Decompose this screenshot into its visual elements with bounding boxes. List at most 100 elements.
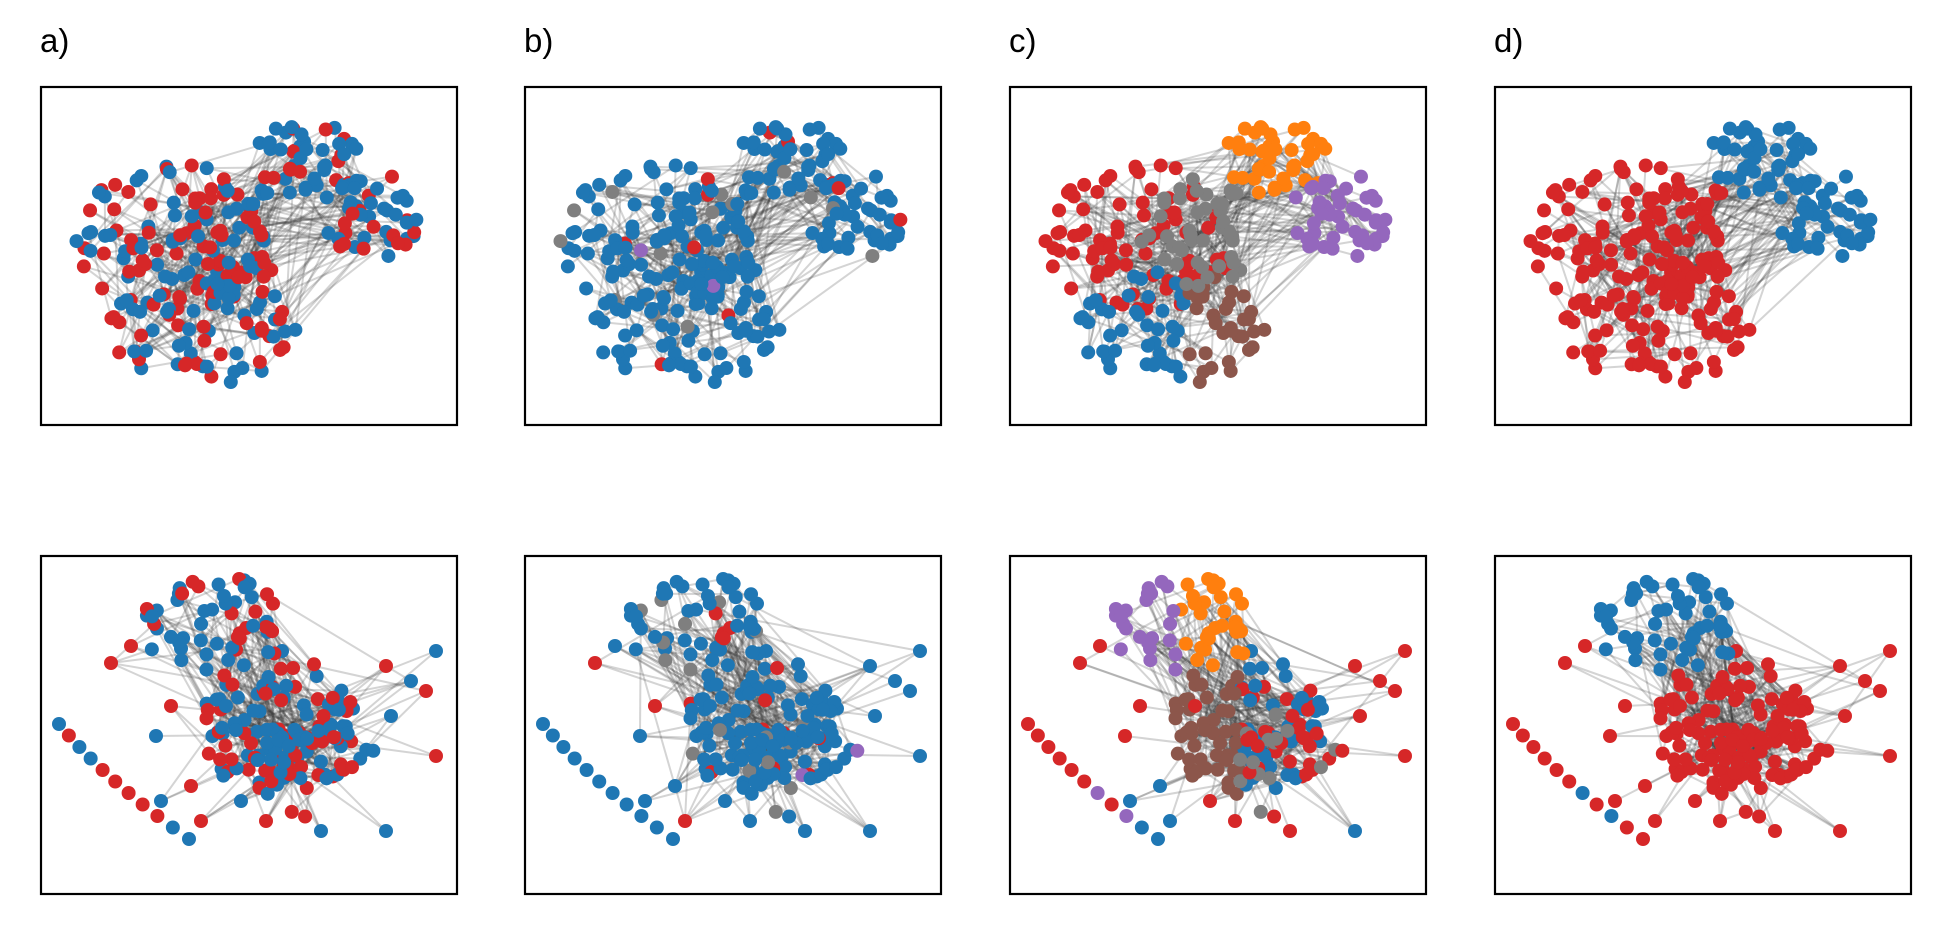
network-node [744, 786, 759, 801]
network-node [1576, 264, 1591, 279]
network-node [149, 243, 164, 258]
network-node [617, 304, 632, 319]
network-node [122, 264, 137, 279]
network-node [677, 633, 692, 648]
network-node [625, 225, 640, 240]
network-node [152, 288, 167, 303]
network-node [244, 590, 259, 605]
network-node [1142, 228, 1157, 243]
network-node [222, 278, 237, 293]
edge [190, 165, 241, 273]
network-node [1667, 347, 1682, 362]
network-node [742, 619, 757, 634]
network-node [1153, 779, 1167, 793]
edge [1197, 184, 1287, 264]
network-node [1118, 243, 1133, 258]
network-node [1267, 809, 1282, 824]
network-node [1228, 814, 1242, 828]
edge [722, 227, 747, 372]
edge [1312, 138, 1364, 236]
edge [1073, 234, 1183, 252]
network-node [1157, 195, 1172, 210]
network-node [266, 170, 281, 185]
network-node [1283, 824, 1297, 838]
network-node [199, 359, 214, 374]
network-node [337, 147, 352, 162]
network-node [1073, 656, 1087, 670]
network-node [647, 629, 662, 644]
network-node [1200, 270, 1215, 285]
edge [1241, 603, 1284, 665]
network-node [784, 731, 799, 746]
edge [200, 781, 260, 822]
network-node [299, 707, 314, 722]
network-node [1674, 183, 1689, 198]
network-node [831, 181, 846, 196]
edge [274, 184, 350, 321]
edge [1568, 208, 1708, 229]
edge [758, 215, 854, 321]
network-node [678, 616, 693, 631]
network-node [1205, 658, 1220, 673]
network-node [236, 658, 251, 673]
edge [1589, 180, 1612, 251]
network-node [802, 122, 817, 137]
network-node [1861, 225, 1876, 240]
network-node [1235, 170, 1250, 185]
edge [110, 648, 153, 664]
network-node [184, 779, 198, 793]
panel-d-bottom-network [1493, 554, 1913, 896]
network-node [1219, 753, 1234, 768]
edge [702, 196, 812, 266]
network-node [1348, 659, 1362, 673]
network-node [311, 723, 326, 738]
network-node [281, 739, 296, 754]
edge [746, 187, 862, 238]
edge [1564, 662, 1690, 725]
edge [178, 587, 222, 710]
network-node [748, 774, 763, 789]
network-node [225, 677, 240, 692]
network-node [95, 281, 110, 296]
network-node [618, 328, 633, 343]
network-node [1675, 205, 1690, 220]
network-node [709, 677, 724, 692]
network-node [1282, 754, 1297, 769]
network-node [1186, 668, 1201, 683]
network-node [575, 185, 590, 200]
network-node [188, 252, 203, 267]
nodes [1038, 120, 1393, 390]
edge [118, 321, 179, 366]
network-node [119, 293, 134, 308]
network-node [174, 653, 189, 668]
isolated-node [1052, 751, 1067, 766]
network-node [1216, 214, 1231, 229]
network-node [1242, 342, 1257, 357]
network-node [891, 225, 906, 240]
edge [712, 179, 821, 264]
network-node [1820, 219, 1835, 234]
network-node [1530, 259, 1545, 274]
network-node [1318, 141, 1333, 156]
network-node [1714, 186, 1729, 201]
network-node [1052, 203, 1067, 218]
network-node [221, 653, 236, 668]
network-node [1222, 295, 1237, 310]
network-node [1657, 240, 1672, 255]
isolated-node [1077, 774, 1092, 789]
network-node [681, 333, 696, 348]
edge [773, 169, 814, 234]
network-node [628, 642, 643, 657]
network-node [69, 234, 84, 249]
network-node [258, 686, 273, 701]
edge [1582, 190, 1628, 204]
network-node [326, 730, 341, 745]
network-node [850, 219, 865, 234]
network-node [1736, 185, 1751, 200]
network-node [256, 269, 271, 284]
network-node [316, 708, 331, 723]
network-node [1184, 720, 1199, 735]
edge [567, 208, 600, 249]
edge [1710, 184, 1799, 310]
network-node [259, 735, 274, 750]
